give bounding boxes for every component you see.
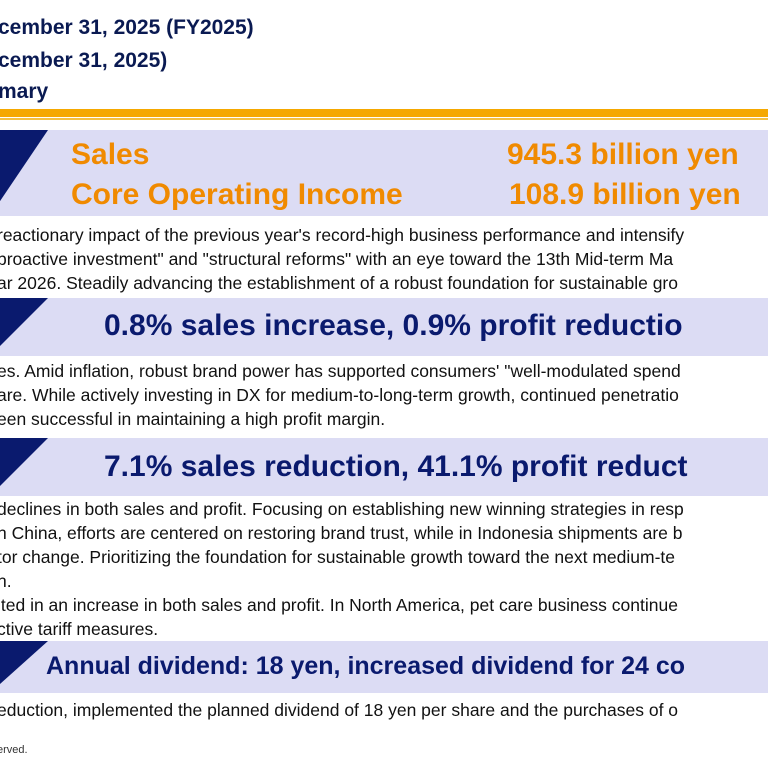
- japan-banner: [0, 298, 768, 356]
- sales-value: 945.3 billion yen: [507, 138, 739, 171]
- overseas-text-line: h.: [0, 571, 12, 591]
- dividend-text-line: eduction, implemented the planned divide…: [0, 700, 679, 720]
- japan-headline: 0.8% sales increase, 0.9% profit reducti…: [104, 309, 683, 342]
- header-accent-bar: [0, 109, 768, 117]
- section-marker-icon: [0, 298, 48, 346]
- dividend-banner: [0, 641, 768, 693]
- core-income-label: Core Operating Income: [71, 178, 403, 211]
- overseas-banner: [0, 438, 768, 496]
- overseas-text-line: tor change. Prioritizing the foundation …: [0, 547, 676, 567]
- copyright-footer: erved.: [0, 744, 28, 756]
- section-marker-icon: [0, 438, 48, 486]
- report-title-line2: cember 31, 2025): [0, 49, 168, 72]
- consolidated-text-line: reactionary impact of the previous year'…: [0, 225, 685, 245]
- section-marker-icon: [0, 130, 48, 202]
- overseas-text-line: ctive tariff measures.: [0, 619, 159, 639]
- consolidated-text-line: ar 2026. Steadily advancing the establis…: [0, 273, 678, 293]
- consolidated-text-line: proactive investment" and "structural re…: [0, 249, 674, 269]
- overseas-text-line: declines in both sales and profit. Focus…: [0, 499, 684, 519]
- overseas-text-line: n China, efforts are centered on restori…: [0, 523, 683, 543]
- overseas-text-line: lted in an increase in both sales and pr…: [0, 595, 678, 615]
- report-title-line1: cember 31, 2025 (FY2025): [0, 16, 254, 39]
- core-income-value: 108.9 billion yen: [509, 178, 741, 211]
- japan-text-line: are. While actively investing in DX for …: [0, 385, 679, 405]
- header-accent-line: [0, 118, 768, 120]
- overseas-headline: 7.1% sales reduction, 41.1% profit reduc…: [104, 450, 688, 483]
- sales-label: Sales: [71, 138, 150, 171]
- report-title-line3: mary: [0, 80, 49, 103]
- japan-text-line: es. Amid inflation, robust brand power h…: [0, 361, 681, 381]
- consolidated-banner: [0, 130, 768, 216]
- section-marker-icon: [0, 641, 48, 685]
- dividend-headline: Annual dividend: 18 yen, increased divid…: [46, 652, 686, 680]
- japan-text-line: een successful in maintaining a high pro…: [0, 409, 386, 429]
